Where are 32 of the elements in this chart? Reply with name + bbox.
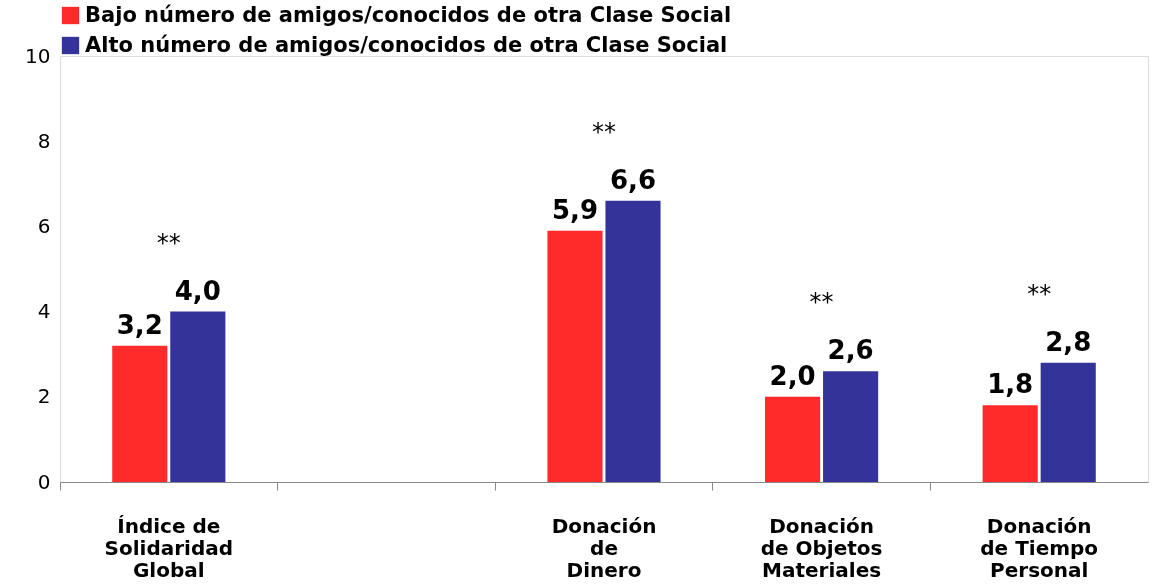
annotation: ** (809, 288, 834, 317)
data-label: 4,0 (174, 275, 221, 306)
data-label: 3,2 (116, 309, 163, 340)
data-label: 1,8 (987, 369, 1034, 400)
data-label: 2,0 (769, 360, 816, 391)
x-tick-label: Donación de Objetos Materiales (760, 513, 883, 582)
bar (112, 345, 168, 482)
annotation: ** (1027, 279, 1052, 308)
annotation: ** (156, 228, 181, 257)
data-label: 2,8 (1045, 326, 1092, 357)
bar (1040, 362, 1096, 482)
x-tick-label: Donación de Tiempo Personal (980, 513, 1099, 582)
y-tick-label: 4 (37, 299, 51, 324)
bar (547, 230, 603, 482)
bar (170, 311, 226, 482)
legend-label: Bajo número de amigos/conocidos de otra Clase Social (85, 2, 732, 27)
y-tick-label: 10 (25, 43, 51, 68)
legend-label: Alto número de amigos/conocidos de otra Clase Social (85, 32, 728, 57)
y-tick-label: 8 (37, 128, 51, 153)
bar (765, 396, 821, 482)
y-tick-label: 2 (37, 384, 51, 409)
x-tick-label: Donación de Dinero (551, 513, 657, 582)
bar (605, 200, 661, 482)
annotation: ** (592, 117, 616, 146)
y-tick-label: 0 (37, 469, 51, 494)
data-label: 2,6 (827, 335, 874, 366)
data-label: 6,6 (609, 164, 657, 195)
x-tick-label: Índice de Solidaridad Global (104, 513, 234, 582)
data-label: 5,9 (551, 194, 599, 225)
bar (823, 371, 879, 482)
bar (982, 405, 1038, 482)
y-tick-label: 6 (37, 213, 51, 238)
